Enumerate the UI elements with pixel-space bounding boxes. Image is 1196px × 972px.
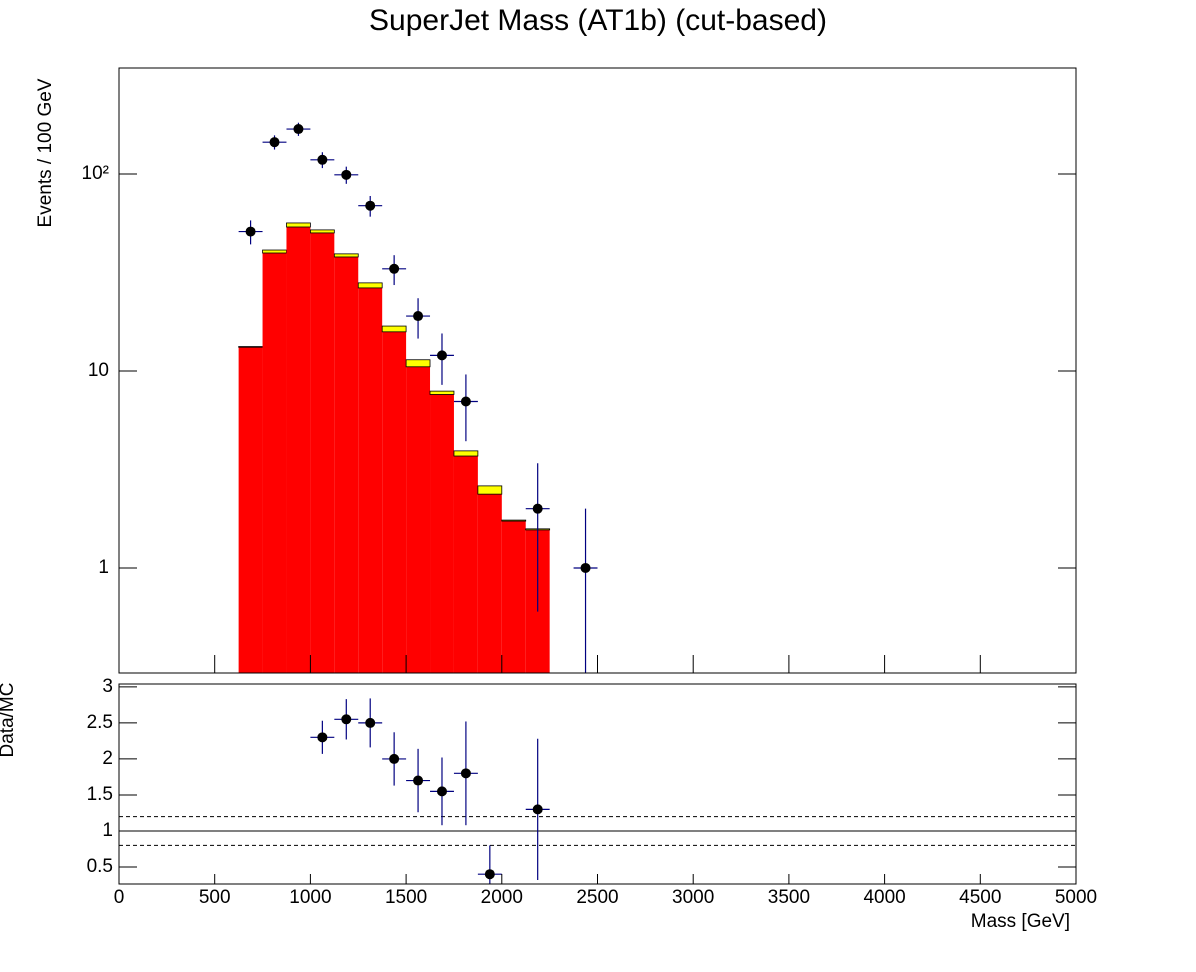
- data-point: [413, 311, 424, 322]
- data-point: [365, 717, 376, 728]
- histogram-bar: [429, 390, 455, 395]
- y-tick-label: 1.5: [87, 784, 113, 805]
- data-point: [436, 350, 447, 361]
- x-tick-label: 2500: [576, 887, 618, 908]
- histogram-bar: [430, 394, 454, 673]
- data-point: [460, 396, 471, 407]
- x-tick-label: 3000: [672, 887, 714, 908]
- data-point: [341, 169, 352, 180]
- data-point: [389, 263, 400, 274]
- axes: 1 10 10² 0.5 1 1.5 2 2.5 3 0 500 1000 1500 2000 2500 30…: [82, 67, 1097, 908]
- data-point: [389, 753, 400, 764]
- data-point: [317, 154, 328, 165]
- histogram-bar: [238, 346, 263, 348]
- histogram-bar: [310, 232, 335, 673]
- histogram-bar: [357, 282, 383, 289]
- x-tick-label: 3500: [768, 887, 810, 908]
- top-plot: [238, 122, 598, 673]
- y-tick-label: 2.5: [87, 712, 113, 733]
- y-tick-label: 2: [102, 748, 113, 769]
- histogram-bar: [501, 519, 527, 522]
- frame: [118, 67, 1077, 674]
- y-tick-label: 10: [88, 360, 109, 381]
- y-tick-label: 1: [98, 557, 109, 578]
- frame: [118, 683, 1077, 885]
- histogram-bar: [405, 359, 431, 368]
- histogram-bar: [286, 222, 311, 228]
- histogram-bar: [453, 450, 479, 457]
- histogram-bar: [238, 347, 263, 673]
- y-axis-title: Events / 100 GeV: [35, 78, 56, 227]
- data-point: [532, 503, 543, 514]
- histogram-bar: [382, 331, 407, 673]
- data-point: [317, 732, 328, 743]
- data-point: [341, 714, 352, 725]
- data-point: [460, 768, 471, 779]
- y-tick-label: 1: [102, 820, 113, 841]
- x-tick-label: 4000: [863, 887, 905, 908]
- histogram-bar: [334, 256, 359, 673]
- y-tick-label: 10²: [82, 163, 109, 184]
- x-axis-title: Mass [GeV]: [971, 911, 1070, 932]
- histogram-bar: [262, 252, 287, 673]
- data-point: [269, 137, 280, 148]
- histogram-bar: [406, 366, 431, 673]
- histogram-bar: [501, 521, 526, 673]
- histogram-bar: [333, 253, 359, 258]
- data-point: [245, 226, 256, 237]
- x-tick-label: 4500: [959, 887, 1001, 908]
- data-point: [413, 775, 424, 786]
- data-point: [484, 869, 495, 880]
- x-tick-label: 1000: [289, 887, 331, 908]
- histogram-bar: [262, 249, 287, 254]
- ratio-plot: [119, 698, 1076, 884]
- x-tick-label: 500: [199, 887, 231, 908]
- ratio-axis-title: Data/MC: [0, 683, 18, 758]
- histogram-bar: [381, 325, 407, 333]
- data-point: [365, 200, 376, 211]
- chart-title: SuperJet Mass (AT1b) (cut-based): [369, 4, 827, 37]
- data-point: [532, 804, 543, 815]
- y-tick-label: 3: [102, 676, 113, 697]
- x-tick-label: 0: [114, 887, 125, 908]
- histogram-bar: [286, 226, 311, 673]
- y-tick-label: 0.5: [87, 856, 113, 877]
- histogram-bar: [453, 456, 478, 673]
- histogram-bar: [309, 229, 335, 234]
- histogram-bar: [358, 287, 383, 673]
- x-tick-label: 1500: [385, 887, 427, 908]
- data-point: [436, 786, 447, 797]
- data-point: [293, 124, 304, 135]
- histogram-bar: [477, 494, 502, 673]
- data-point: [580, 562, 591, 573]
- histogram-bar: [477, 485, 503, 495]
- x-tick-label: 5000: [1055, 887, 1097, 908]
- x-tick-label: 2000: [481, 887, 523, 908]
